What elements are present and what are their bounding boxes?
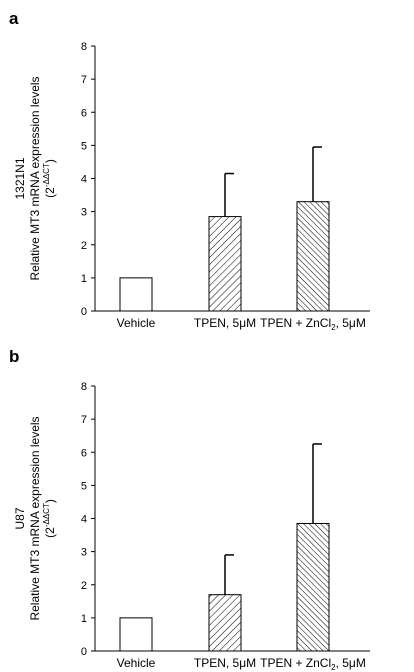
bar: [296, 201, 330, 312]
y-axis-label-cell-line: U87: [13, 507, 27, 529]
y-axis-label-unit-base: (2: [43, 187, 57, 198]
x-category-label: Vehicle: [117, 316, 156, 330]
y-axis-label-unit: (2-ΔΔCT): [42, 499, 57, 538]
panel-a: a 0 1 2 3 4 5 6 7 8 1321N1 Relative MT3 mRNA expres…: [9, 9, 370, 332]
y-tick-label: 2: [81, 240, 87, 252]
y-tick-label: 8: [81, 41, 87, 53]
bar: [296, 522, 330, 652]
panel-b: b 0 1 2 3 4 5 6 7 8 U87 Relative MT3 mRNA expressio…: [9, 347, 370, 672]
y-axis-label-unit-base: (2: [43, 527, 57, 538]
y-tick-label: 8: [81, 381, 87, 393]
y-axis-label-title: Relative MT3 mRNA expression levels: [28, 416, 42, 620]
y-tick-label: 0: [81, 306, 87, 318]
x-category-label: TPEN + ZnCl2, 5μM: [260, 316, 366, 332]
y-tick-label: 5: [81, 480, 87, 492]
y-tick-label: 6: [81, 107, 87, 119]
bar: [208, 594, 242, 652]
y-tick-label: 6: [81, 447, 87, 459]
y-axis-label-cell-line: 1321N1: [13, 157, 27, 199]
y-axis-label-title: Relative MT3 mRNA expression levels: [28, 76, 42, 280]
y-axis-label-unit-sup: -ΔΔCT: [42, 163, 51, 187]
y-axis-label-unit-end: ): [43, 159, 57, 163]
y-tick-label: 1: [81, 613, 87, 625]
y-axis-label-unit: (2-ΔΔCT): [42, 159, 57, 198]
y-tick-label: 3: [81, 207, 87, 219]
panel-letter: b: [9, 347, 19, 366]
y-tick-label: 1: [81, 273, 87, 285]
y-tick-label: 7: [81, 74, 87, 86]
bar: [119, 277, 153, 312]
y-tick-label: 7: [81, 414, 87, 426]
panel-letter: a: [9, 9, 19, 28]
y-tick-label: 3: [81, 547, 87, 559]
y-axis-label-unit-end: ): [43, 499, 57, 503]
y-tick-label: 4: [81, 514, 87, 526]
y-tick-label: 2: [81, 580, 87, 592]
y-tick-label: 4: [81, 174, 87, 186]
bar: [119, 617, 153, 652]
bar: [208, 216, 242, 312]
x-category-label: TPEN, 5μM: [194, 316, 256, 330]
x-category-label: TPEN + ZnCl2, 5μM: [260, 656, 366, 672]
x-category-label: TPEN, 5μM: [194, 656, 256, 670]
y-tick-label: 0: [81, 646, 87, 658]
y-axis-label-unit-sup: -ΔΔCT: [42, 503, 51, 527]
y-tick-label: 5: [81, 140, 87, 152]
x-category-label: Vehicle: [117, 656, 156, 670]
